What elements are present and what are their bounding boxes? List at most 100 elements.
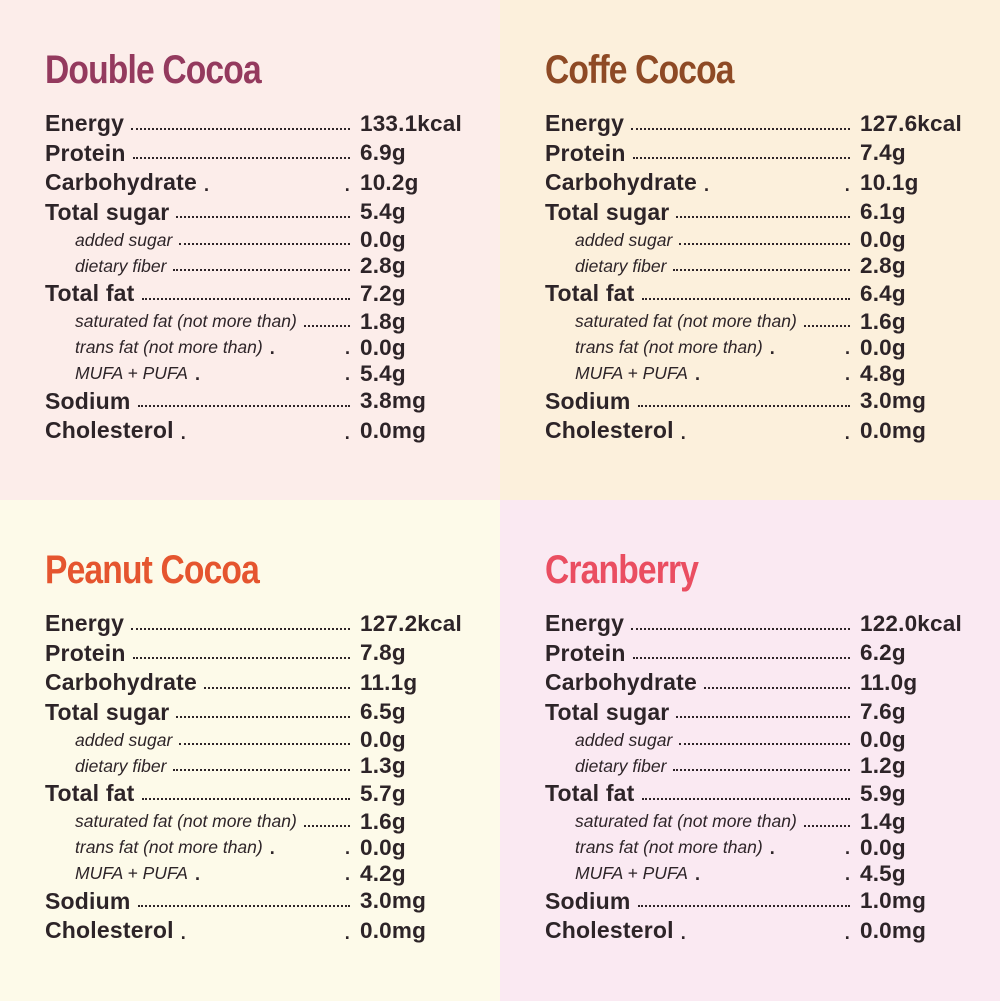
nutrition-row: Energy 122.0kcal bbox=[545, 609, 962, 639]
nutrient-label: saturated fat (not more than) bbox=[75, 811, 297, 831]
nutrient-label: trans fat (not more than) bbox=[575, 837, 763, 857]
nutrient-value: 122.0kcal bbox=[860, 610, 962, 636]
dotted-leader bbox=[632, 157, 850, 159]
nutrient-value: 0.0g bbox=[360, 227, 406, 252]
nutrient-value: 10.2g bbox=[360, 169, 419, 195]
dotted-leader bbox=[632, 657, 850, 659]
nutrient-value: 7.2g bbox=[360, 280, 406, 306]
nutrient-label: Carbohydrate bbox=[45, 669, 197, 696]
nutrition-row: Total fat 5.9g bbox=[545, 779, 960, 809]
nutrient-value: 0.0mg bbox=[860, 417, 927, 443]
dotted-leader bbox=[137, 405, 350, 407]
nutrition-row: added sugar 0.0g bbox=[45, 227, 460, 253]
nutrition-row: MUFA + PUFA 4.5g bbox=[545, 861, 960, 887]
nutrition-row: Sodium 1.0mg bbox=[545, 887, 960, 917]
nutrition-row: Energy 127.6kcal bbox=[545, 109, 962, 139]
nutrient-label: Cholesterol bbox=[45, 917, 174, 944]
nutrient-label: Total fat bbox=[545, 780, 635, 807]
nutrition-row: saturated fat (not more than) 1.4g bbox=[545, 809, 960, 835]
nutrition-row: trans fat (not more than) 0.0g bbox=[545, 835, 960, 861]
dotted-leader bbox=[631, 127, 850, 130]
nutrient-label: MUFA + PUFA bbox=[575, 363, 688, 383]
dotted-leader bbox=[131, 127, 350, 130]
nutrition-row: dietary fiber 2.8g bbox=[45, 253, 460, 279]
nutrition-row: Total fat 7.2g bbox=[45, 279, 460, 309]
nutrient-value: 5.4g bbox=[360, 360, 406, 386]
nutrient-value: 1.6g bbox=[860, 308, 906, 334]
nutrient-value: 4.2g bbox=[360, 860, 406, 886]
nutrition-row: trans fat (not more than) 0.0g bbox=[545, 335, 960, 361]
dotted-leader bbox=[770, 339, 850, 357]
dotted-leader bbox=[676, 716, 850, 718]
nutrient-label: MUFA + PUFA bbox=[75, 363, 188, 383]
nutrient-value: 5.7g bbox=[360, 780, 406, 806]
nutrient-value: 2.8g bbox=[360, 253, 406, 278]
nutrient-label: saturated fat (not more than) bbox=[575, 811, 797, 831]
nutrient-value: 1.2g bbox=[860, 753, 906, 778]
nutrient-label: Energy bbox=[45, 110, 125, 137]
dotted-leader bbox=[131, 627, 350, 630]
nutrition-row: Total fat 5.7g bbox=[45, 779, 460, 809]
nutrient-value: 0.0g bbox=[860, 334, 906, 360]
nutrient-value: 7.4g bbox=[860, 140, 906, 166]
dotted-leader bbox=[681, 924, 850, 942]
dotted-leader bbox=[679, 743, 850, 745]
nutrition-row: saturated fat (not more than) 1.6g bbox=[45, 809, 460, 835]
nutrient-label: Total sugar bbox=[45, 698, 170, 725]
nutrient-value: 133.1kcal bbox=[360, 110, 462, 136]
nutrition-row: Sodium 3.8mg bbox=[45, 387, 460, 417]
panel-coffe-cocoa: Coffe Cocoa Energy 127.6kcal Protein 7.4g Ca… bbox=[500, 0, 1000, 500]
nutrition-row: Protein 7.4g bbox=[545, 139, 960, 169]
panel-title-double-cocoa: Double Cocoa bbox=[45, 48, 262, 92]
nutrient-value: 6.5g bbox=[360, 699, 406, 725]
nutrition-row: Total fat 6.4g bbox=[545, 279, 960, 309]
dotted-leader bbox=[204, 176, 350, 194]
dotted-leader bbox=[195, 865, 350, 883]
dotted-leader bbox=[173, 769, 350, 771]
nutrient-value: 0.0g bbox=[360, 727, 406, 752]
nutrition-row: Cholesterol 0.0mg bbox=[545, 916, 960, 946]
dotted-leader bbox=[132, 657, 350, 659]
nutrient-value: 7.6g bbox=[860, 699, 906, 725]
nutrient-label: Energy bbox=[545, 610, 625, 637]
dotted-leader bbox=[681, 424, 850, 442]
nutrient-value: 1.3g bbox=[360, 753, 406, 778]
dotted-leader bbox=[704, 176, 850, 194]
nutrient-label: Energy bbox=[545, 110, 625, 137]
nutrient-label: Sodium bbox=[45, 887, 131, 914]
nutrient-label: added sugar bbox=[75, 729, 173, 750]
nutrient-label: saturated fat (not more than) bbox=[575, 311, 797, 331]
nutrient-value: 3.0mg bbox=[360, 888, 427, 914]
dotted-leader bbox=[679, 243, 850, 245]
dotted-leader bbox=[303, 324, 350, 327]
nutrition-row: Sodium 3.0mg bbox=[45, 887, 460, 917]
nutrient-value: 2.8g bbox=[860, 253, 906, 278]
nutrition-row: dietary fiber 2.8g bbox=[545, 253, 960, 279]
nutrition-rows: Energy 133.1kcal Protein 6.9g Carbohydrate 10… bbox=[45, 109, 462, 446]
nutrient-label: saturated fat (not more than) bbox=[75, 311, 297, 331]
dotted-leader bbox=[179, 243, 350, 245]
nutrition-row: dietary fiber 1.2g bbox=[545, 753, 960, 779]
nutrient-value: 6.2g bbox=[860, 640, 906, 666]
nutrition-row: added sugar 0.0g bbox=[45, 727, 460, 753]
dotted-leader bbox=[181, 924, 350, 942]
nutrient-label: MUFA + PUFA bbox=[575, 863, 688, 883]
nutrient-label: Carbohydrate bbox=[45, 169, 197, 196]
nutrient-label: Total fat bbox=[45, 280, 135, 307]
nutrient-label: Cholesterol bbox=[545, 417, 674, 444]
nutrient-value: 0.0g bbox=[360, 834, 406, 860]
dotted-leader bbox=[141, 797, 350, 800]
dotted-leader bbox=[203, 686, 350, 689]
nutrient-label: dietary fiber bbox=[575, 755, 667, 776]
nutrient-value: 3.0mg bbox=[860, 388, 927, 414]
nutrition-row: Carbohydrate 11.1g bbox=[45, 668, 460, 698]
nutrient-label: Sodium bbox=[545, 387, 631, 414]
nutrient-value: 0.0g bbox=[860, 834, 906, 860]
nutrient-value: 4.8g bbox=[860, 360, 906, 386]
nutrient-label: Protein bbox=[45, 139, 126, 166]
nutrient-value: 0.0mg bbox=[360, 417, 427, 443]
dotted-leader bbox=[303, 824, 350, 827]
nutrient-label: added sugar bbox=[575, 729, 673, 750]
nutrient-label: Total fat bbox=[45, 780, 135, 807]
dotted-leader bbox=[176, 716, 350, 718]
